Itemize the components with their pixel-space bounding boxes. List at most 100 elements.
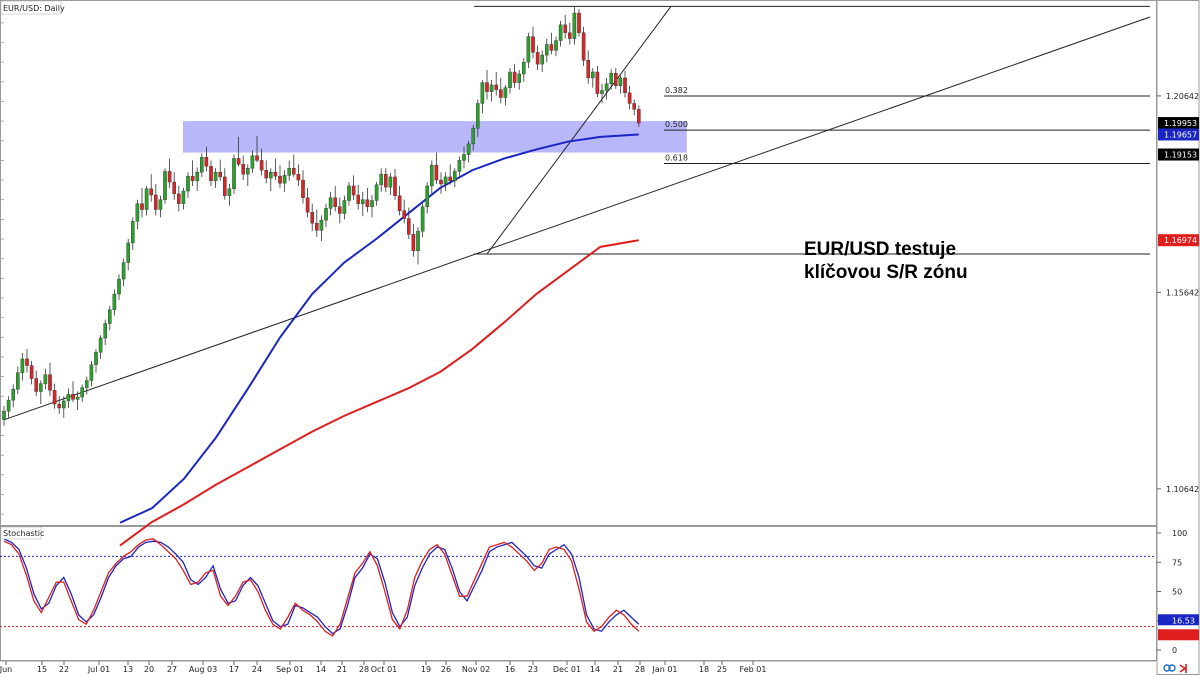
candle [245, 164, 250, 186]
chart-title: EUR/USD: Daily [3, 4, 65, 13]
candle [227, 183, 232, 206]
x-tick-label: 22 [59, 665, 69, 674]
candle [140, 187, 144, 218]
candle [338, 197, 342, 224]
stoch-tick-label: 50 [1172, 588, 1182, 597]
candle [20, 352, 25, 381]
candle [34, 370, 38, 397]
candle [57, 396, 61, 414]
candle [84, 376, 89, 395]
candle [62, 396, 66, 418]
candle [577, 9, 581, 37]
candle [167, 158, 172, 188]
candle [259, 148, 264, 176]
candle [526, 32, 531, 69]
candle [545, 38, 549, 63]
candle [209, 160, 213, 186]
x-tick-label: 14 [316, 665, 326, 674]
candle [407, 207, 411, 240]
price-badge: 1.19153 [1158, 148, 1199, 161]
candle [236, 136, 241, 167]
x-tick-label: Sep 01 [276, 665, 304, 674]
candle [448, 164, 453, 185]
candle [439, 172, 443, 194]
link-icon[interactable] [1163, 664, 1176, 672]
candle [66, 388, 71, 408]
candle [29, 360, 34, 385]
candle [204, 146, 209, 172]
candle [218, 159, 223, 181]
x-tick-label: Aug 03 [189, 665, 217, 674]
candle [397, 185, 402, 216]
candle [11, 384, 16, 408]
candle [411, 224, 416, 257]
candle [181, 187, 186, 210]
candle [420, 203, 425, 238]
candle [499, 77, 503, 104]
fib-label: 0.382 [665, 86, 688, 95]
candle [328, 191, 333, 216]
x-tick-label: Dec 01 [553, 665, 581, 674]
candle [549, 32, 554, 55]
candle [623, 70, 627, 98]
y-tick-label: 1.15642 [1166, 288, 1199, 297]
annotation-line-2: klíčovou S/R zónu [804, 262, 968, 283]
candle [572, 7, 577, 45]
candle [292, 154, 296, 177]
candle [112, 289, 117, 316]
candle [103, 319, 107, 346]
candle [48, 362, 52, 397]
candle [315, 209, 319, 238]
candle [494, 71, 499, 96]
candle [388, 172, 393, 195]
stoch-tick-label: 75 [1172, 558, 1182, 567]
candle [361, 191, 365, 217]
candle [627, 85, 632, 110]
x-tick-label: 21 [613, 665, 623, 674]
candle [98, 335, 103, 359]
price-badge: 1.19953 [1158, 117, 1199, 130]
candle [319, 215, 324, 241]
candle [222, 168, 227, 200]
candle [425, 182, 430, 214]
candle [512, 64, 517, 88]
candle [430, 160, 434, 194]
candle [264, 160, 269, 184]
candle [94, 349, 98, 373]
candle [365, 187, 370, 213]
price-badge: 1.19657 [1158, 128, 1199, 141]
candle [563, 15, 567, 39]
ma-blue-line [119, 133, 639, 524]
scroll-right-icon[interactable] [1179, 664, 1187, 673]
fib-label: 0.618 [665, 154, 688, 163]
candle [287, 160, 292, 181]
svg-text:1.16974: 1.16974 [1164, 236, 1197, 245]
stoch-value-badge: 16.53 [1158, 614, 1199, 626]
candle [126, 239, 130, 271]
candle [531, 26, 535, 59]
candle [296, 164, 301, 186]
candle [241, 155, 246, 181]
candle [186, 172, 190, 198]
candle [558, 20, 563, 47]
candle [282, 170, 287, 192]
stoch-value-badge [1158, 629, 1199, 641]
candle [130, 217, 135, 251]
x-tick-label: Jan 01 [651, 665, 677, 674]
candle [434, 152, 439, 184]
candle [637, 105, 641, 128]
candle [273, 158, 278, 181]
candle [480, 79, 485, 114]
candle [255, 136, 259, 163]
candle [384, 168, 388, 192]
candle [324, 203, 328, 228]
trendline [3, 16, 1151, 421]
candle [466, 140, 471, 163]
x-tick-label: Jul 01 [87, 665, 110, 674]
candle [457, 156, 462, 179]
x-tick-label: 15 [37, 665, 47, 674]
candle [535, 45, 540, 71]
candle [117, 274, 121, 300]
candle [39, 380, 43, 405]
